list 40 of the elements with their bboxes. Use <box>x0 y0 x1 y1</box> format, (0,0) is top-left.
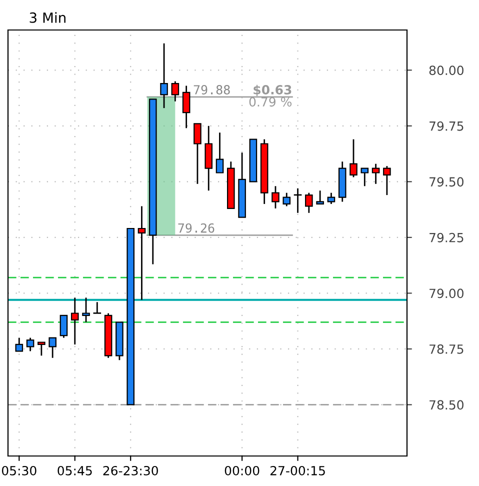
candlestick <box>194 122 202 185</box>
candlestick <box>160 42 168 109</box>
candlestick <box>372 163 380 185</box>
x-tick-label: 27-00:15 <box>270 466 325 476</box>
candlestick <box>138 206 146 301</box>
y-tick-label: 79.75 <box>430 121 464 131</box>
y-tick-label: 79.25 <box>430 232 464 242</box>
candlestick <box>383 165 391 196</box>
y-tick-label: 78.50 <box>430 400 464 410</box>
candlestick <box>182 85 190 129</box>
candlestick <box>282 192 291 207</box>
x-tick-label: 00:00 <box>224 466 260 476</box>
ref-line-label: 79.26 <box>178 223 214 233</box>
annotation: $0.63 <box>254 84 292 96</box>
y-tick-label: 78.75 <box>430 344 464 354</box>
x-tick-label: 05:45 <box>58 466 92 476</box>
candlestick <box>350 138 358 178</box>
candlestick <box>272 185 280 210</box>
candlestick <box>38 342 46 356</box>
candlestick <box>93 301 102 314</box>
candlestick <box>70 296 79 346</box>
candlestick <box>48 337 56 359</box>
candlestick <box>60 314 68 338</box>
candlestick <box>15 337 24 352</box>
x-tick-label: 05:30 <box>2 466 36 476</box>
chart-title: 3 Min <box>30 12 66 23</box>
y-tick-label: 79.00 <box>430 288 464 298</box>
y-tick-label: 79.50 <box>430 177 464 187</box>
annotation: 0.79 % <box>249 97 292 107</box>
candlestick <box>360 168 369 187</box>
ref-line-label: 79.88 <box>194 85 230 94</box>
candlestick <box>216 132 224 174</box>
y-tick-label: 80.00 <box>429 66 464 76</box>
candlestick <box>316 190 324 205</box>
x-tick-label: 26-23:30 <box>103 466 158 476</box>
candlestick <box>171 80 180 102</box>
candlestick <box>26 337 34 352</box>
candlestick <box>305 192 313 214</box>
candlestick <box>327 192 336 205</box>
candlestick <box>82 296 90 323</box>
